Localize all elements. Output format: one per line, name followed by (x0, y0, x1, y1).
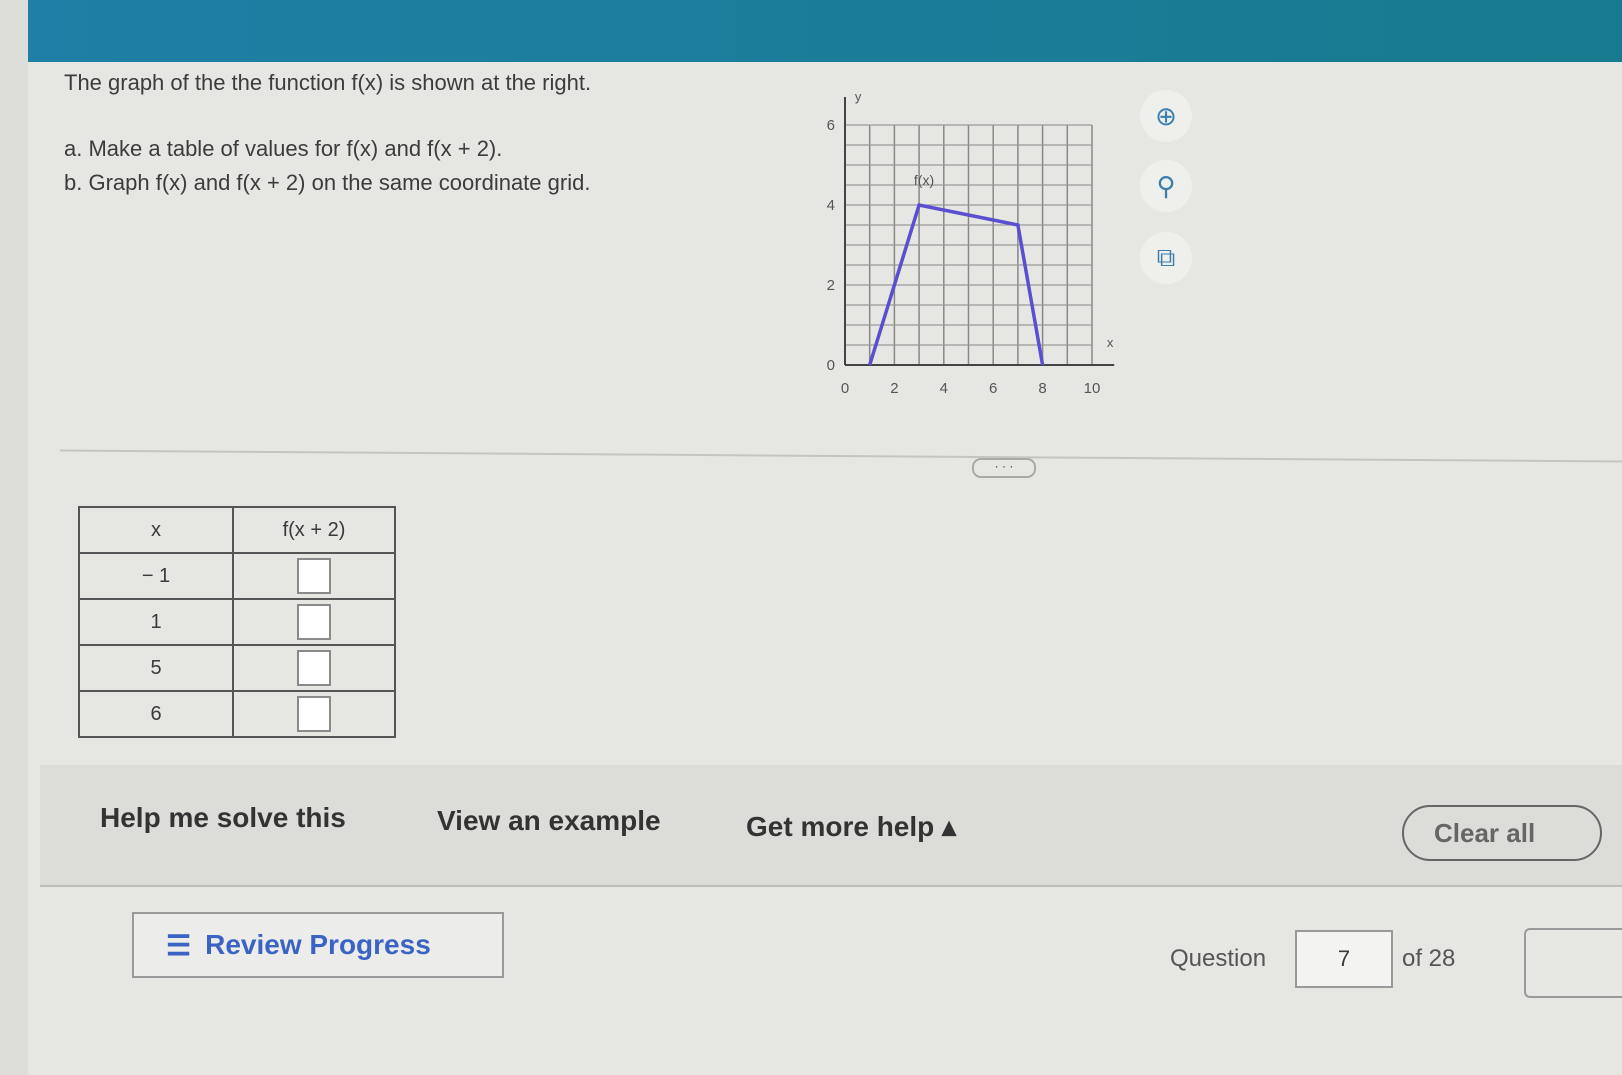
answer-input[interactable] (297, 696, 331, 732)
view-example-button[interactable]: View an example (437, 805, 661, 836)
x-tick-label: 2 (890, 380, 898, 397)
answer-input[interactable] (297, 558, 331, 594)
y-tick-label: 6 (827, 117, 835, 134)
question-intro: The graph of the the function f(x) is sh… (64, 70, 592, 95)
function-graph: x y 0 2 4 6 8 10 0 2 4 6 f(x) (827, 89, 1115, 397)
answer-input[interactable] (297, 604, 331, 640)
help-bar (40, 765, 1622, 887)
zoom-out-icon[interactable]: ⚲ (1140, 160, 1192, 212)
table-row: 5 (78, 644, 396, 692)
question-part-b: b. Graph f(x) and f(x + 2) on the same c… (64, 170, 591, 195)
y-tick-label: 0 (827, 357, 835, 374)
values-table: x f(x + 2) − 1 1 5 6 (78, 506, 396, 738)
x-cell: − 1 (78, 552, 234, 600)
header-bar (28, 0, 1622, 62)
list-icon: ☰ (166, 929, 192, 961)
header-x: x (78, 506, 234, 554)
y-tick-label: 4 (827, 197, 835, 214)
next-button[interactable] (1524, 928, 1622, 998)
help-me-solve-button[interactable]: Help me solve this (100, 802, 346, 833)
x-tick-label: 4 (940, 380, 948, 397)
x-axis-label: x (1107, 335, 1114, 350)
y-axis-label: y (855, 89, 862, 104)
question-label: Question (1170, 945, 1267, 972)
series-line-fx (868, 202, 1045, 366)
x-cell: 1 (78, 598, 234, 646)
table-row: − 1 (78, 552, 396, 600)
table-row: 1 (78, 598, 396, 646)
question-number-input[interactable]: 7 (1295, 930, 1393, 988)
resize-handle[interactable]: · · · (972, 458, 1036, 478)
screen-edge (0, 0, 28, 1075)
answer-input[interactable] (297, 650, 331, 686)
popout-icon[interactable]: ⧉ (1140, 232, 1192, 284)
x-cell: 6 (78, 690, 234, 738)
review-label: Review Progress (205, 929, 431, 960)
question-part-a: a. Make a table of values for f(x) and f… (64, 136, 503, 161)
y-tick-label: 2 (827, 277, 835, 294)
header-fx2: f(x + 2) (232, 506, 396, 554)
review-progress-button[interactable]: ☰ Review Progress (132, 912, 504, 978)
divider (60, 449, 1622, 463)
x-cell: 5 (78, 644, 234, 692)
x-tick-label: 8 (1038, 380, 1046, 397)
x-tick-label: 6 (989, 380, 997, 397)
series-label: f(x) (914, 172, 934, 188)
table-row: 6 (78, 690, 396, 738)
x-tick-label: 10 (1084, 380, 1101, 397)
get-more-help-button[interactable]: Get more help ▴ (746, 811, 957, 842)
zoom-in-icon[interactable]: ⊕ (1140, 90, 1192, 142)
question-total: of 28 (1402, 945, 1456, 972)
clear-all-button[interactable]: Clear all (1402, 805, 1602, 861)
x-tick-label: 0 (841, 380, 849, 397)
